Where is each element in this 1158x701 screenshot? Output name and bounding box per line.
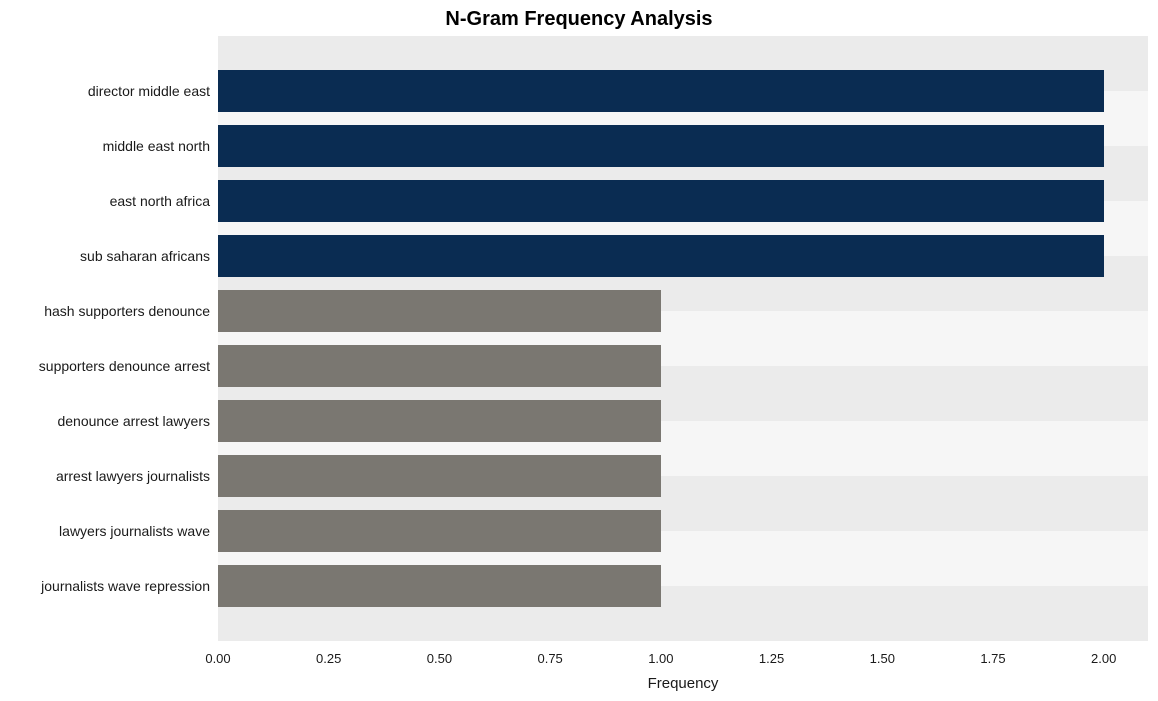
y-tick-label: arrest lawyers journalists xyxy=(56,468,218,484)
bar xyxy=(218,235,1104,276)
x-tick-label: 1.50 xyxy=(870,641,895,666)
x-axis-title: Frequency xyxy=(218,675,1148,692)
x-tick-label: 1.00 xyxy=(648,641,673,666)
bar-row xyxy=(218,180,1148,221)
bar-row xyxy=(218,455,1148,496)
x-tick-label: 1.75 xyxy=(980,641,1005,666)
bar xyxy=(218,565,661,606)
x-tick-label: 0.50 xyxy=(427,641,452,666)
plot-area: director middle eastmiddle east northeas… xyxy=(218,36,1148,641)
bar xyxy=(218,510,661,551)
y-tick-label: denounce arrest lawyers xyxy=(57,413,218,429)
y-tick-label: east north africa xyxy=(110,193,218,209)
bar xyxy=(218,180,1104,221)
ngram-frequency-chart: N-Gram Frequency Analysis director middl… xyxy=(0,0,1158,701)
x-tick-label: 1.25 xyxy=(759,641,784,666)
bar xyxy=(218,290,661,331)
y-tick-label: middle east north xyxy=(103,138,218,154)
bar-row xyxy=(218,235,1148,276)
x-tick-label: 2.00 xyxy=(1091,641,1116,666)
bar-row xyxy=(218,510,1148,551)
y-tick-label: hash supporters denounce xyxy=(44,303,218,319)
y-tick-label: lawyers journalists wave xyxy=(59,523,218,539)
bar xyxy=(218,345,661,386)
bar xyxy=(218,455,661,496)
chart-title: N-Gram Frequency Analysis xyxy=(0,8,1158,31)
y-tick-label: supporters denounce arrest xyxy=(39,358,218,374)
y-tick-label: journalists wave repression xyxy=(41,578,218,594)
bar-row xyxy=(218,70,1148,111)
bar-row xyxy=(218,290,1148,331)
bar xyxy=(218,70,1104,111)
x-tick-label: 0.75 xyxy=(537,641,562,666)
x-tick-label: 0.00 xyxy=(205,641,230,666)
y-tick-label: sub saharan africans xyxy=(80,248,218,264)
bar-row xyxy=(218,400,1148,441)
x-tick-label: 0.25 xyxy=(316,641,341,666)
bar-row xyxy=(218,125,1148,166)
y-tick-label: director middle east xyxy=(88,83,218,99)
bar xyxy=(218,400,661,441)
bar xyxy=(218,125,1104,166)
bar-row xyxy=(218,565,1148,606)
bar-row xyxy=(218,345,1148,386)
